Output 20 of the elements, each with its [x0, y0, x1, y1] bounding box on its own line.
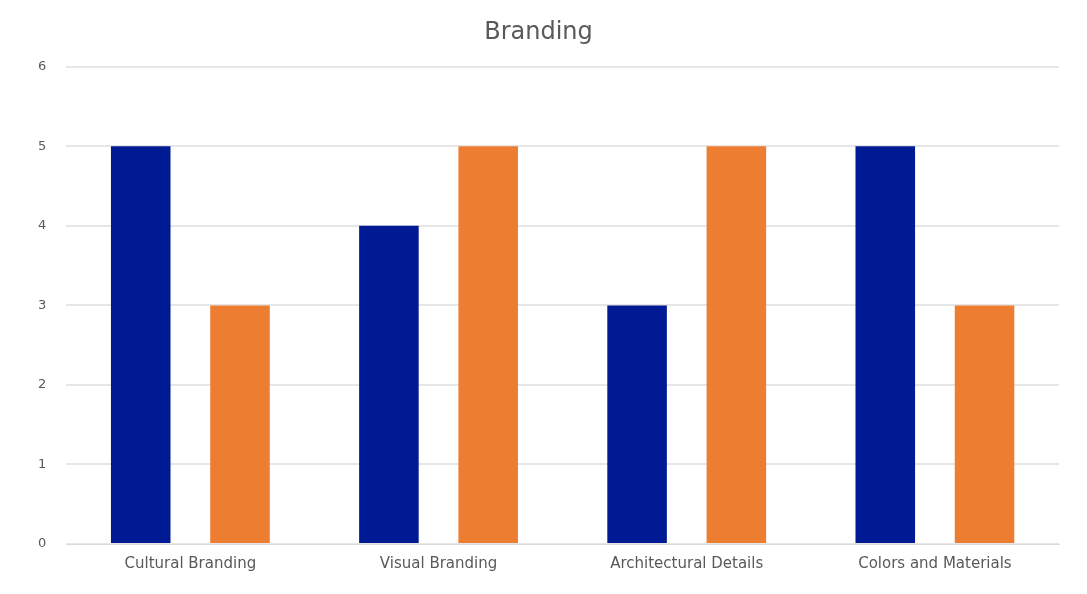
x-tick-label: Architectural Details	[610, 553, 764, 572]
y-tick-label: 0	[37, 535, 47, 551]
bar	[607, 305, 667, 543]
chart-title: Branding	[484, 16, 593, 45]
bar	[110, 146, 171, 543]
y-tick-label: 1	[37, 455, 47, 471]
y-tick-label: 5	[37, 137, 47, 153]
x-tick-label: Cultural Branding	[124, 553, 257, 572]
y-tick-label: 4	[37, 217, 47, 233]
x-tick-label: Visual Branding	[379, 553, 498, 572]
y-tick-label: 6	[37, 58, 47, 74]
bar	[458, 146, 518, 543]
bar	[855, 146, 916, 543]
bar	[210, 305, 270, 543]
x-tick-label: Colors and Materials	[858, 553, 1012, 572]
bar	[706, 146, 767, 543]
y-tick-label: 3	[37, 296, 47, 312]
y-tick-label: 2	[37, 376, 47, 392]
bar	[359, 225, 419, 543]
bar	[954, 305, 1015, 543]
